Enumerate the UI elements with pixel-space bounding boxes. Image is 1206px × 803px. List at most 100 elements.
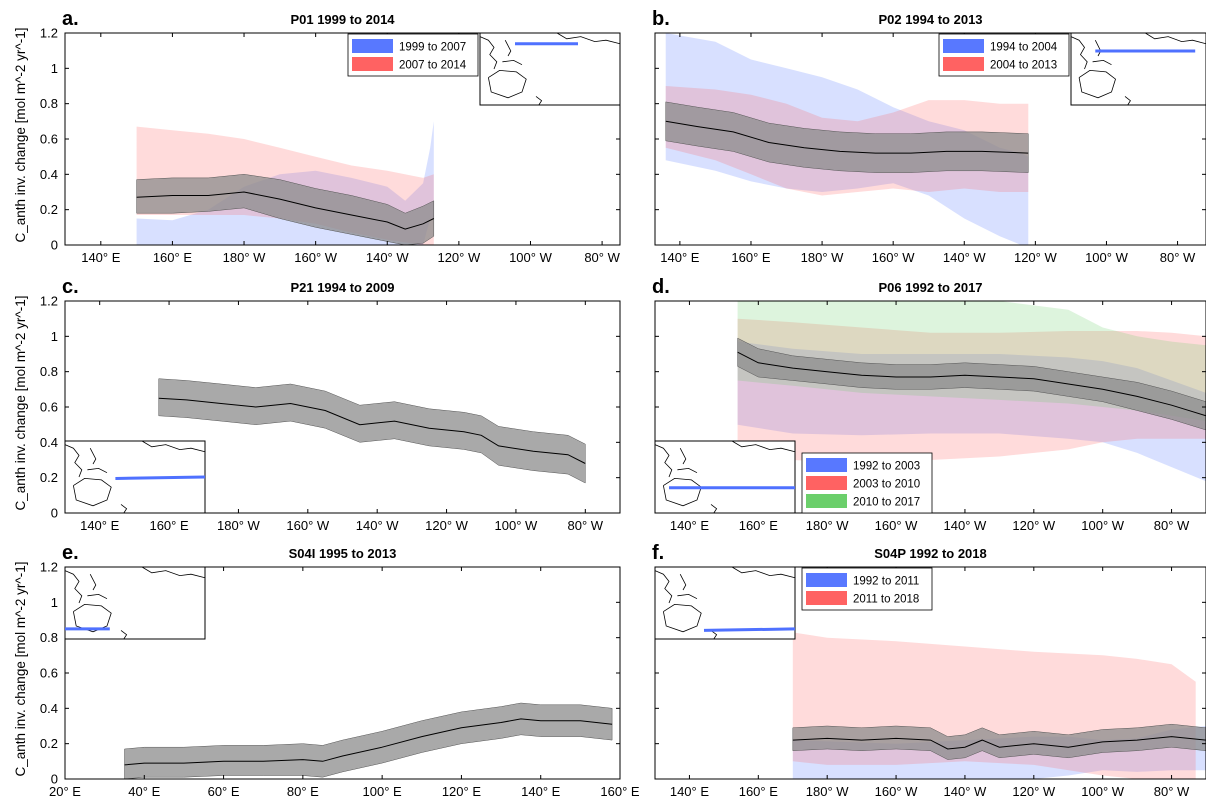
y-axis-label: C_anth inv. change [mol m^-2 yr^-1] — [13, 27, 28, 242]
x-tick-label: 140° W — [944, 518, 988, 533]
band-gray-0 — [158, 378, 586, 484]
y-tick-label: 0 — [51, 506, 58, 521]
legend-swatch-green — [806, 494, 847, 508]
y-tick-label: 0.4 — [40, 701, 58, 716]
x-tick-label: 140° E — [81, 250, 121, 265]
panel-title: S04P 1992 to 2018 — [874, 546, 987, 561]
band-red-1 — [792, 632, 1196, 779]
coastline — [731, 440, 796, 453]
coastline — [535, 96, 543, 106]
y-tick-label: 0.2 — [40, 202, 58, 217]
panel-3: 140° E 160° E 180° W 160° W 140° W 120° W 100°… — [652, 276, 1206, 533]
coastline — [141, 440, 206, 453]
x-tick-label: 120° W — [425, 518, 469, 533]
panel-title: P02 1994 to 2013 — [878, 12, 982, 27]
coastline — [1145, 32, 1206, 45]
x-tick-label: 180° W — [801, 250, 845, 265]
y-tick-label: 0.4 — [40, 167, 58, 182]
x-tick-label: 40° E — [128, 784, 160, 799]
coastline — [73, 477, 112, 507]
inset-map-frame — [1070, 32, 1206, 106]
legend: 1992 to 2011 2011 to 2018 — [801, 567, 933, 611]
y-tick-label: 0.8 — [40, 364, 58, 379]
coastline — [73, 603, 112, 633]
mean-line — [665, 120, 1029, 154]
legend: 1999 to 2007 2007 to 2014 — [347, 33, 479, 77]
x-tick-label: 180° W — [806, 784, 850, 799]
panel-title: P21 1994 to 2009 — [290, 280, 394, 295]
x-tick-label: 160° W — [872, 250, 916, 265]
legend-label: 1992 to 2011 — [853, 576, 919, 588]
legend-swatch-red — [943, 57, 984, 71]
inset-map-frame — [654, 440, 796, 514]
x-tick-label: 60° E — [208, 784, 240, 799]
x-tick-label: 80° W — [1154, 518, 1190, 533]
coastline — [710, 630, 718, 640]
coastline — [654, 570, 673, 604]
panel-letter: e. — [62, 542, 79, 564]
legend-swatch-blue — [352, 39, 393, 53]
legend-label: 1999 to 2007 — [399, 42, 466, 54]
mean-line — [124, 718, 613, 766]
y-tick-label: 0.6 — [40, 400, 58, 415]
x-tick-label: 160° E — [149, 518, 189, 533]
coastline — [502, 59, 523, 66]
y-tick-label: 1 — [51, 595, 58, 610]
mean-line — [158, 397, 586, 464]
legend: 1994 to 2004 2004 to 2013 — [938, 33, 1070, 77]
x-tick-label: 80° W — [568, 518, 604, 533]
x-tick-label: 160° E — [731, 250, 771, 265]
y-tick-label: 0.8 — [40, 630, 58, 645]
plot-area — [665, 33, 1029, 245]
coastline — [710, 504, 718, 514]
mean-line — [737, 351, 1206, 417]
y-tick-label: 0.6 — [40, 132, 58, 147]
x-tick-label: 20° E — [49, 784, 81, 799]
panel-4: C_anth inv. change [mol m^-2 yr^-1] 20° E… — [13, 542, 640, 799]
y-tick-label: 0.2 — [40, 470, 58, 485]
x-tick-label: 120° W — [1014, 250, 1058, 265]
panel-letter: c. — [62, 276, 79, 298]
x-tick-label: 180° W — [806, 518, 850, 533]
x-tick-label: 100° W — [1081, 518, 1125, 533]
coastline — [677, 467, 698, 474]
coastline — [1078, 69, 1116, 99]
panel-title: P01 1999 to 2014 — [290, 12, 395, 27]
legend-swatch-blue — [806, 573, 847, 587]
legend-swatch-blue — [943, 39, 984, 53]
x-tick-label: 160° W — [875, 784, 919, 799]
legend-label: 2011 to 2018 — [853, 594, 919, 606]
panel-1: 140° E 160° E 180° W 160° W 140° W 120° W 100°… — [652, 8, 1206, 265]
coastline — [1124, 96, 1131, 106]
panel-title: S04I 1995 to 2013 — [289, 546, 397, 561]
x-tick-label: 80° W — [1154, 784, 1190, 799]
band-gray-3 — [737, 337, 1206, 431]
inset-map-frame — [64, 566, 206, 640]
coastline — [120, 630, 128, 640]
band-red-1 — [737, 318, 1206, 464]
y-tick-label: 1 — [51, 61, 58, 76]
x-tick-label: 140° W — [943, 250, 987, 265]
y-tick-label: 0.8 — [40, 96, 58, 111]
x-tick-label: 180° W — [217, 518, 261, 533]
x-tick-label: 180° W — [223, 250, 267, 265]
panel-2: C_anth inv. change [mol m^-2 yr^-1] 140° … — [13, 276, 621, 533]
y-tick-label: 0.6 — [40, 666, 58, 681]
x-tick-label: 80° W — [584, 250, 620, 265]
coastline — [663, 477, 702, 507]
plot-area — [792, 632, 1206, 779]
x-tick-label: 140° E — [80, 518, 120, 533]
y-tick-label: 0.4 — [40, 435, 58, 450]
coastline — [1092, 59, 1112, 66]
plot-area — [124, 702, 613, 779]
y-tick-label: 1.2 — [40, 26, 58, 41]
x-tick-label: 160° E — [739, 784, 779, 799]
y-tick-label: 1 — [51, 329, 58, 344]
coastline — [679, 574, 687, 591]
x-tick-label: 140° W — [356, 518, 400, 533]
band-gray-2 — [665, 101, 1029, 173]
legend-label: 2004 to 2013 — [990, 60, 1057, 72]
section-track — [115, 475, 206, 480]
x-tick-label: 160° E — [739, 518, 779, 533]
